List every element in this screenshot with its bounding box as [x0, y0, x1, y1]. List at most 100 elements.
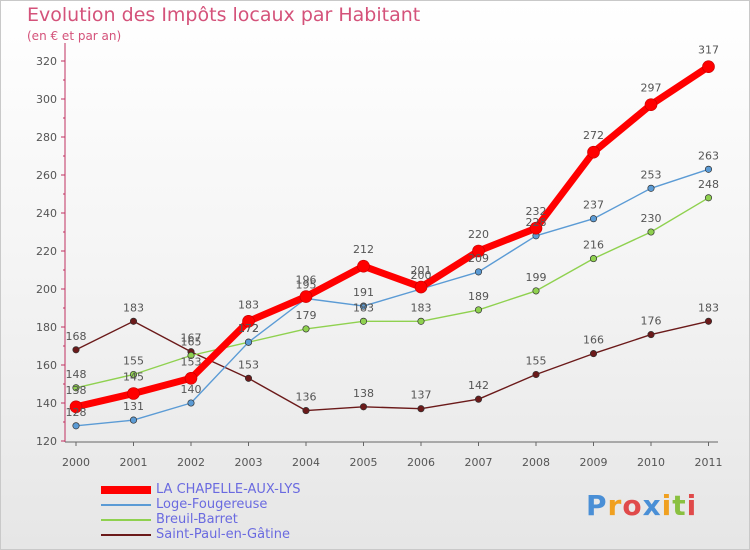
data-label: 131: [123, 400, 144, 413]
legend-label: Saint-Paul-en-Gâtine: [156, 527, 291, 542]
chart-axes: 120 140 160 180 200 220 240 260 280 300 320 2000 200…: [36, 43, 723, 469]
data-point: [72, 422, 80, 430]
logo-letter: i: [686, 489, 698, 522]
data-label: 172: [238, 322, 259, 335]
proxiti-logo: Proxiti: [586, 489, 697, 522]
x-tick-label: 2010: [637, 456, 665, 469]
chart-legend: LA CHAPELLE-AUX-LYS Loge-Fougereuse Breuil…: [101, 482, 361, 543]
data-point: [647, 331, 655, 339]
x-tick-label: 2000: [62, 456, 90, 469]
data-point: [647, 184, 655, 192]
data-point: [359, 317, 368, 325]
legend-swatch: [101, 486, 151, 494]
data-point: [299, 290, 313, 303]
data-label: 195: [296, 279, 317, 292]
legend-item: Breuil-Barret: [101, 512, 361, 528]
data-point: [644, 98, 658, 111]
legend-swatch: [101, 534, 151, 536]
data-label: 220: [468, 228, 489, 241]
logo-letter: i: [661, 489, 673, 522]
data-label: 128: [66, 406, 87, 419]
data-label: 138: [353, 387, 374, 400]
data-label: 297: [641, 82, 662, 95]
data-point: [127, 387, 140, 400]
x-tick-label: 2003: [235, 456, 263, 469]
chart-data-labels: 168 183 167 153 136 138 137 142 155 166 176 183 148 1…: [66, 44, 720, 419]
data-label: 172: [238, 322, 259, 335]
data-label: 189: [468, 290, 489, 303]
data-point: [414, 280, 428, 294]
logo-letter: o: [622, 489, 643, 522]
data-label: 232: [526, 205, 547, 218]
data-point: [529, 221, 543, 235]
data-label: 155: [526, 355, 547, 368]
x-tick-label: 2001: [120, 456, 148, 469]
data-label: 237: [583, 199, 604, 212]
legend-item: Saint-Paul-en-Gâtine: [101, 527, 361, 543]
data-label: 253: [641, 168, 662, 181]
series-line: [75, 168, 710, 427]
data-point: [72, 346, 80, 354]
legend-label: Breuil-Barret: [156, 512, 238, 527]
logo-letter: t: [672, 489, 687, 522]
data-point: [532, 370, 540, 379]
data-label: 145: [123, 371, 144, 384]
data-point: [357, 259, 370, 273]
data-point: [417, 405, 425, 413]
logo-letter: P: [586, 489, 608, 522]
series-line: [72, 63, 712, 411]
data-point: [187, 351, 195, 360]
legend-item: LA CHAPELLE-AUX-LYS: [101, 482, 361, 498]
data-point: [532, 287, 540, 295]
data-label: 136: [296, 391, 317, 404]
data-label: 176: [641, 315, 662, 328]
data-label: 168: [66, 330, 87, 343]
data-point: [704, 317, 713, 325]
data-label: 228: [526, 216, 547, 229]
legend-label: LA CHAPELLE-AUX-LYS: [156, 482, 301, 497]
data-point: [474, 395, 483, 403]
data-point: [472, 244, 485, 258]
x-tick-label: 2008: [522, 456, 550, 469]
series-line: [75, 320, 710, 412]
data-point: [244, 374, 253, 382]
data-point: [589, 255, 598, 263]
data-label: 201: [411, 264, 432, 277]
y-tick-label: 120: [36, 435, 57, 448]
data-label: 200: [411, 269, 432, 282]
data-point: [704, 194, 713, 202]
data-label: 153: [181, 355, 202, 368]
data-point: [187, 399, 195, 407]
y-tick-label: 240: [36, 207, 57, 220]
y-tick-label: 300: [36, 93, 57, 106]
data-point: [242, 314, 255, 328]
chart-series: [69, 60, 715, 430]
data-label: 183: [698, 301, 719, 314]
data-label: 165: [181, 336, 202, 349]
data-point: [359, 403, 368, 411]
data-label: 209: [468, 252, 489, 265]
data-label: 199: [526, 271, 547, 284]
data-label: 272: [583, 129, 604, 142]
x-tick-label: 2009: [580, 456, 608, 469]
data-label: 183: [123, 301, 144, 314]
x-tick-label: 2004: [292, 456, 320, 469]
data-label: 142: [468, 379, 489, 392]
data-point: [589, 215, 598, 223]
x-tick-label: 2007: [465, 456, 493, 469]
data-label: 137: [411, 389, 432, 402]
data-point: [702, 60, 715, 73]
legend-swatch: [101, 504, 151, 506]
data-label: 166: [583, 334, 604, 347]
data-label: 191: [353, 286, 374, 299]
data-point: [474, 268, 483, 276]
y-tick-label: 260: [36, 169, 57, 182]
y-tick-label: 320: [36, 55, 57, 68]
data-label: 230: [641, 212, 662, 225]
y-tick-label: 280: [36, 131, 57, 144]
data-label: 183: [238, 298, 259, 311]
data-point: [244, 338, 253, 346]
y-tick-label: 220: [36, 245, 57, 258]
